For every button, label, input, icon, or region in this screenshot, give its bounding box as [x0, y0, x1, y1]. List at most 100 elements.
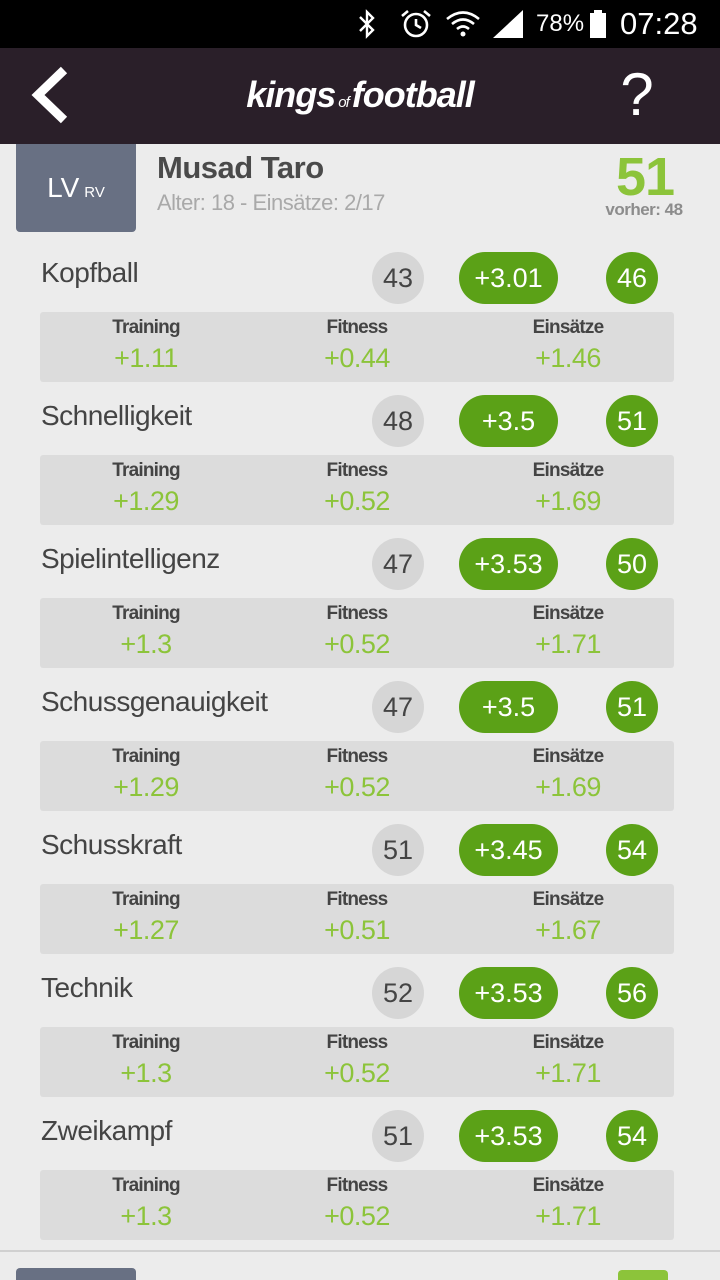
breakdown-value: +1.29 [113, 772, 179, 802]
skill-new-value: 56 [606, 967, 658, 1019]
skill-delta: +3.53 [459, 1110, 558, 1162]
breakdown-label: Training [112, 603, 180, 624]
skill-old-value: 47 [372, 538, 424, 590]
skill-old-value: 47 [372, 681, 424, 733]
card-divider [0, 1250, 720, 1252]
breakdown-label: Training [112, 460, 180, 481]
breakdown-label: Fitness [326, 460, 389, 481]
breakdown-value: +1.71 [535, 629, 601, 659]
skill-name: Schussgenauigkeit [41, 686, 268, 717]
breakdown-label: Fitness [326, 603, 389, 624]
breakdown-fitness: Fitness +0.44 [257, 312, 457, 382]
breakdown-fitness: Fitness +0.52 [257, 741, 457, 811]
wifi-icon [444, 8, 482, 40]
skill-name: Technik [41, 972, 133, 1003]
skill-name: Schnelligkeit [41, 400, 192, 431]
breakdown-fitness: Fitness +0.52 [257, 455, 457, 525]
breakdown-value: +1.46 [535, 343, 601, 373]
skill-row: Schnelligkeit 48 +3.5 51 Training +1.29 F… [0, 388, 720, 531]
signal-icon [490, 8, 526, 40]
breakdown-label: Fitness [326, 746, 389, 767]
skill-breakdown: Training +1.29 Fitness +0.52 Einsätze +1.69 [40, 455, 674, 525]
skill-row: Spielintelligenz 47 +3.53 50 Training +1.… [0, 531, 720, 674]
breakdown-einsaetze: Einsätze +1.69 [468, 741, 668, 811]
breakdown-label: Einsätze [532, 746, 604, 767]
back-button[interactable] [22, 62, 78, 128]
clock: 07:28 [620, 6, 698, 41]
breakdown-einsaetze: Einsätze +1.67 [468, 884, 668, 954]
breakdown-label: Fitness [326, 1175, 389, 1196]
help-button[interactable]: ? [620, 61, 654, 128]
breakdown-einsaetze: Einsätze +1.69 [468, 455, 668, 525]
breakdown-label: Einsätze [532, 1032, 604, 1053]
breakdown-value: +1.67 [535, 915, 601, 945]
position-main: LV [47, 172, 80, 203]
breakdown-value: +1.29 [113, 486, 179, 516]
skill-row: Schusskraft 51 +3.45 54 Training +1.27 Fi… [0, 817, 720, 960]
skill-breakdown: Training +1.3 Fitness +0.52 Einsätze +1.71 [40, 598, 674, 668]
logo-word-of: of [338, 94, 349, 111]
breakdown-label: Training [112, 746, 180, 767]
skill-delta: +3.01 [459, 252, 558, 304]
position-secondary: RV [84, 183, 105, 201]
breakdown-value: +0.44 [324, 343, 390, 373]
skill-row: Kopfball 43 +3.01 46 Training +1.11 Fitne… [0, 245, 720, 388]
skill-new-value: 51 [606, 681, 658, 733]
skill-breakdown: Training +1.3 Fitness +0.52 Einsätze +1.71 [40, 1027, 674, 1097]
breakdown-einsaetze: Einsätze +1.71 [468, 1027, 668, 1097]
breakdown-value: +1.69 [535, 772, 601, 802]
next-player-rating-partial [618, 1270, 668, 1280]
battery-icon [587, 8, 609, 40]
breakdown-fitness: Fitness +0.51 [257, 884, 457, 954]
breakdown-label: Einsätze [532, 317, 604, 338]
battery-percent: 78% [536, 10, 585, 37]
skill-old-value: 52 [372, 967, 424, 1019]
breakdown-label: Training [112, 1032, 180, 1053]
breakdown-value: +1.27 [113, 915, 179, 945]
skill-new-value: 50 [606, 538, 658, 590]
breakdown-label: Einsätze [532, 603, 604, 624]
status-bar: 78% 07:28 [0, 0, 720, 48]
breakdown-fitness: Fitness +0.52 [257, 598, 457, 668]
breakdown-value: +1.3 [120, 1201, 172, 1231]
breakdown-training: Training +1.29 [46, 741, 246, 811]
breakdown-einsaetze: Einsätze +1.71 [468, 1170, 668, 1240]
breakdown-training: Training +1.29 [46, 455, 246, 525]
breakdown-value: +0.51 [324, 915, 390, 945]
breakdown-training: Training +1.11 [46, 312, 246, 382]
breakdown-training: Training +1.3 [46, 598, 246, 668]
skill-old-value: 43 [372, 252, 424, 304]
breakdown-value: +0.52 [324, 772, 390, 802]
breakdown-label: Einsätze [532, 460, 604, 481]
skill-row: Technik 52 +3.53 56 Training +1.3 Fitness… [0, 960, 720, 1103]
skill-breakdown: Training +1.27 Fitness +0.51 Einsätze +1.67 [40, 884, 674, 954]
skill-delta: +3.5 [459, 395, 558, 447]
skill-breakdown: Training +1.11 Fitness +0.44 Einsätze +1.46 [40, 312, 674, 382]
next-player-position-badge[interactable] [16, 1268, 136, 1280]
app-bar: kings of football ? [0, 48, 720, 144]
skill-new-value: 46 [606, 252, 658, 304]
logo-word-kings: kings [246, 74, 336, 115]
skill-row: Schussgenauigkeit 47 +3.5 51 Training +1.… [0, 674, 720, 817]
breakdown-training: Training +1.27 [46, 884, 246, 954]
breakdown-value: +0.52 [324, 629, 390, 659]
player-rating: 51 [615, 147, 675, 207]
breakdown-training: Training +1.3 [46, 1027, 246, 1097]
breakdown-label: Training [112, 889, 180, 910]
breakdown-value: +0.52 [324, 1058, 390, 1088]
breakdown-label: Training [112, 317, 180, 338]
breakdown-label: Fitness [326, 317, 389, 338]
skill-name: Schusskraft [41, 829, 182, 860]
breakdown-value: +1.3 [120, 629, 172, 659]
breakdown-label: Einsätze [532, 1175, 604, 1196]
breakdown-value: +0.52 [324, 486, 390, 516]
skill-new-value: 54 [606, 1110, 658, 1162]
logo-word-football: football [351, 74, 475, 115]
skill-breakdown: Training +1.29 Fitness +0.52 Einsätze +1.69 [40, 741, 674, 811]
breakdown-label: Einsätze [532, 889, 604, 910]
skill-name: Zweikampf [41, 1115, 172, 1146]
player-name: Musad Taro [157, 150, 324, 185]
breakdown-value: +1.71 [535, 1201, 601, 1231]
breakdown-fitness: Fitness +0.52 [257, 1027, 457, 1097]
skill-delta: +3.53 [459, 967, 558, 1019]
